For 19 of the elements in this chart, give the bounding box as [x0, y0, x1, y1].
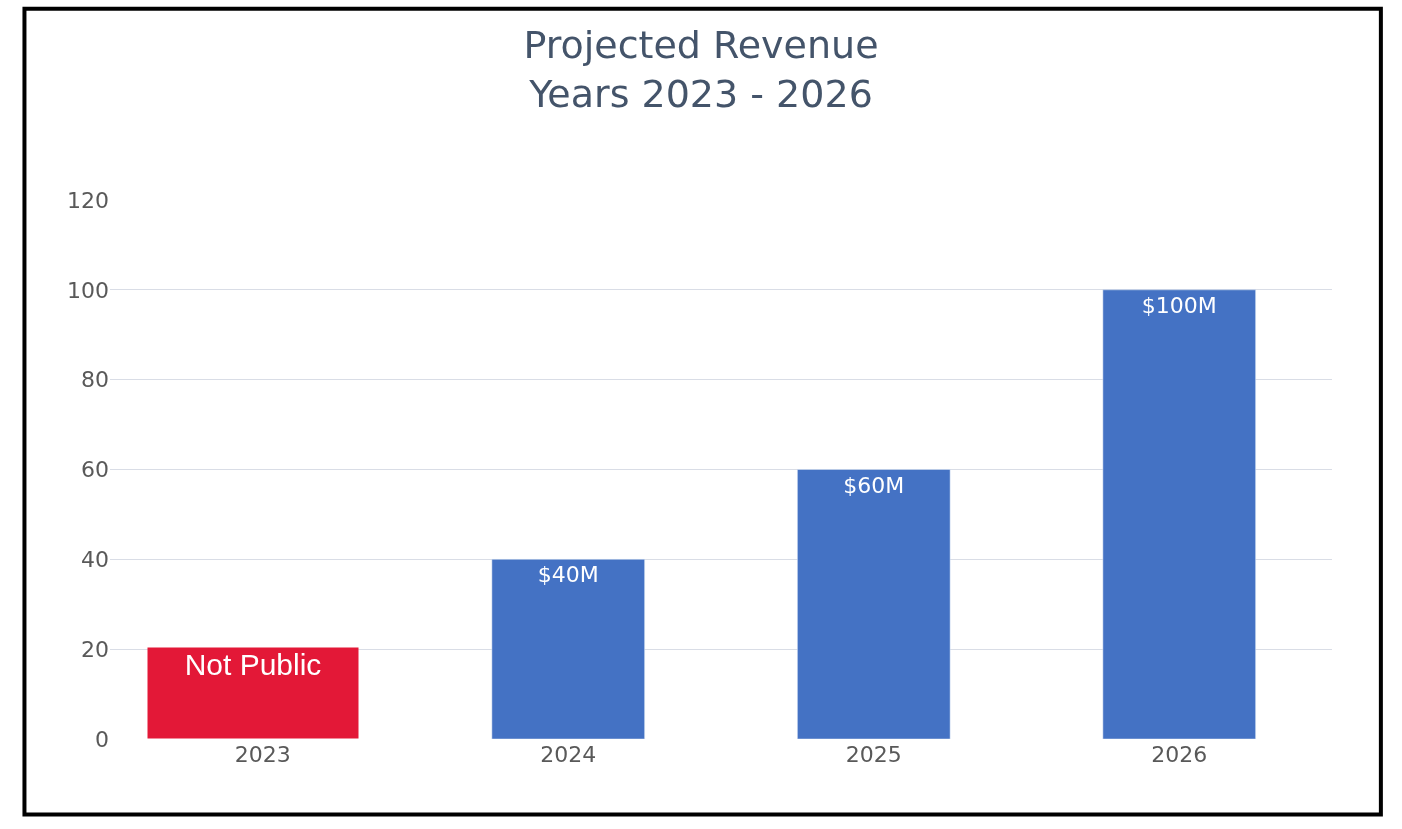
data-label: $100M: [1141, 292, 1217, 318]
x-tick-label: 2023: [234, 742, 291, 767]
x-tick-label: 2024: [540, 742, 597, 767]
y-tick-label: 60: [81, 457, 109, 483]
y-tick-label: 40: [81, 547, 109, 573]
data-label: $60M: [843, 472, 905, 498]
y-tick-label: 80: [81, 367, 109, 393]
y-tick-label: 120: [67, 187, 109, 213]
bar: [797, 469, 951, 739]
data-label: $40M: [537, 562, 599, 588]
y-tick-label: 0: [95, 726, 109, 752]
bar: [491, 559, 645, 739]
y-tick-label: 20: [81, 636, 109, 662]
x-tick-label: 2025: [845, 742, 902, 767]
y-tick-label: 100: [67, 277, 109, 303]
chart-title: Projected Revenue Years 2023 - 2026: [523, 23, 879, 117]
bar: [1102, 289, 1256, 739]
annotation: Not Public: [184, 648, 322, 681]
x-tick-label: 2026: [1151, 742, 1208, 767]
